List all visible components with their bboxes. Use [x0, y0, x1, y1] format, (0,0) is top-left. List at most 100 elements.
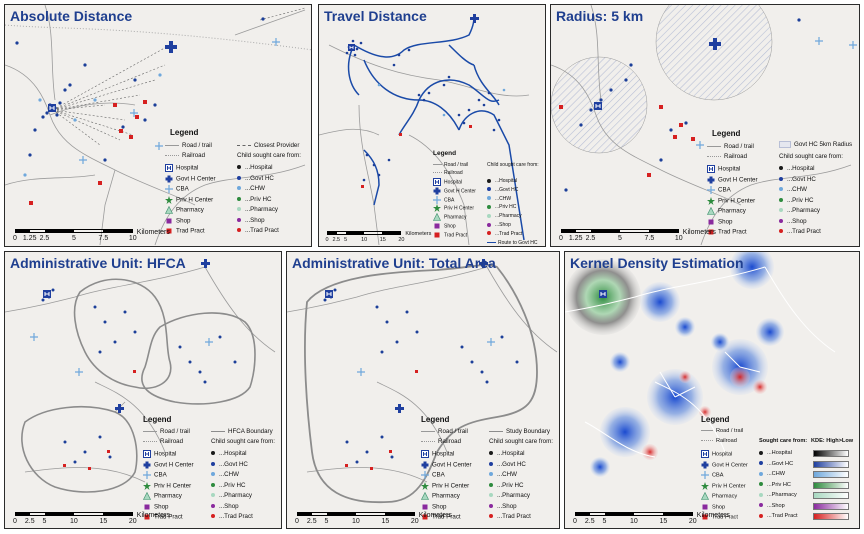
- legend-sought-cba: ...CHW: [759, 471, 785, 477]
- legend-dot: [759, 450, 763, 455]
- scale-segment: [576, 513, 591, 515]
- legend: Legend Road / trail Railroad Child sough…: [433, 150, 545, 246]
- scale-segment: [298, 513, 313, 515]
- map-travel: [319, 14, 530, 246]
- legend-sought-label: ...Trad Pract: [497, 513, 531, 520]
- map-kde: [565, 252, 836, 477]
- legend-sought-trad: ...Trad Pract: [779, 228, 821, 235]
- hospital-icon: [325, 290, 333, 298]
- legend-sought-hospital: ...Hospital: [759, 450, 792, 456]
- legend-sought-label: ...CHW: [767, 471, 786, 477]
- legend-provider-label: Priv H Center: [432, 482, 470, 490]
- legend-sought-label: ...Pharmacy: [767, 492, 797, 498]
- scale-tick-label: 20: [688, 518, 697, 525]
- legend-railroad: Railroad: [143, 438, 183, 445]
- scale-segment: [102, 513, 132, 515]
- legend-sought-priv: ...Priv HC: [487, 204, 516, 210]
- legend-sought-govt: ...Govt HC: [487, 187, 518, 193]
- scale-tick-label: 5: [324, 518, 329, 525]
- scale-tick-label: 5: [71, 235, 76, 242]
- legend-road: Road / trail: [707, 143, 754, 150]
- legend-provider-label: Hospital: [712, 451, 733, 458]
- legend-sought-label: ...Priv HC: [219, 481, 246, 489]
- legend-provider-priv: Priv H Center: [421, 481, 470, 490]
- trad-pract-points: [63, 370, 136, 470]
- panel-kde: Kernel Density Estimation Legend Road / …: [564, 251, 860, 529]
- legend-provider-label: Shop: [176, 217, 191, 225]
- legend-provider-label: Govt H Center: [432, 461, 472, 469]
- hfca-boundaries: [21, 278, 256, 493]
- scale-tick-label: 20: [398, 237, 405, 243]
- legend-sought-priv: ...Priv HC: [211, 482, 245, 489]
- legend-sought-cba: ...CHW: [237, 185, 265, 192]
- hospital-icon: [348, 44, 355, 51]
- scale-bar: 0 1.25 2.5 5 7.5 10 Kilometers: [557, 229, 747, 245]
- legend-provider-label: Hospital: [432, 450, 455, 458]
- legend-provider-label: CBA: [176, 185, 189, 193]
- legend-sought-label: ...Govt HC: [219, 460, 248, 468]
- scale-tick-label: 10: [351, 518, 360, 525]
- legend-sought-label: ...Pharmacy: [497, 492, 531, 499]
- legend-provider-label: CBA: [154, 471, 167, 479]
- legend-sought-pharm: ...Pharmacy: [759, 492, 797, 498]
- scale-tick-label: 0: [295, 518, 299, 525]
- legend-dot: [489, 482, 493, 487]
- child-points: [15, 17, 265, 162]
- legend-dot: [489, 493, 493, 498]
- legend-sought-label: ...CHW: [219, 471, 239, 478]
- cba-crosses: [696, 37, 857, 149]
- legend-provider-label: Shop: [444, 223, 456, 230]
- legend-dot: [237, 165, 241, 170]
- legend-sought-label: ...CHW: [787, 186, 807, 193]
- scale-tick-label: 10: [674, 235, 683, 242]
- kde-ramp-pharm: [813, 492, 849, 499]
- legend-provider-priv: Priv H Center: [143, 481, 192, 490]
- scale-bar-frame: [327, 231, 402, 235]
- legend-railroad: Railroad: [433, 170, 463, 176]
- legend-provider-pharm: Pharmacy: [701, 491, 737, 500]
- legend-provider-cba: CBA: [433, 195, 454, 204]
- hospital-icon: [43, 290, 51, 298]
- map-total: [287, 259, 558, 504]
- legend-sought-label: ...Shop: [219, 502, 239, 510]
- kde-ramp-hospital: [813, 450, 849, 457]
- legend-dot: [759, 482, 763, 487]
- legend-sought-label: ...Shop: [495, 222, 511, 228]
- legend-provider-label: Shop: [712, 503, 726, 510]
- legend-sought-heading: Sought care from:: [759, 438, 808, 444]
- legend-title: Legend: [701, 415, 730, 424]
- legend-sought-label: ...Trad Pract: [219, 513, 253, 520]
- legend-sought-label: ...Trad Pract: [767, 513, 798, 519]
- legend-dot: [237, 217, 241, 222]
- legend-sought-trad: ...Trad Pract: [211, 513, 253, 520]
- legend-provider-label: Trad Pract: [444, 232, 468, 239]
- scale-unit-label: Kilometers: [682, 229, 716, 236]
- scale-tick-label: 5: [344, 237, 348, 243]
- legend-provider-priv: Priv H Center: [701, 481, 746, 490]
- legend-sought-trad: ...Trad Pract: [489, 513, 531, 520]
- legend-provider-label: Hospital: [718, 165, 741, 173]
- scale-bar: 0 1.25 2.5 5 7.5 10 Kilometers: [11, 229, 201, 245]
- legend-dot: [211, 514, 215, 519]
- legend-hfca-boundary: HFCA Boundary: [211, 428, 273, 435]
- legend-sought-label: ...Pharmacy: [219, 492, 253, 499]
- legend-provider-trad: Trad Pract: [143, 513, 183, 521]
- legend-sought-label: ...Shop: [245, 216, 265, 224]
- legend-provider-label: Priv H Center: [718, 197, 756, 205]
- legend-radius: Govt HC 5km Radius: [779, 141, 852, 148]
- scale-tick-label: 0: [13, 518, 17, 525]
- scale-segment: [328, 232, 338, 234]
- legend-title: Legend: [143, 415, 172, 424]
- cba-crosses: [79, 38, 280, 164]
- legend-dot: [487, 222, 491, 227]
- scale-tick-label: 10: [629, 518, 638, 525]
- legend-sought-govt: ...Govt HC: [779, 176, 816, 183]
- scale-tick-label: 15: [381, 518, 390, 525]
- govt-hc-icons: [115, 259, 210, 413]
- scale-tick-label: 5: [42, 518, 47, 525]
- panel-title: Travel Distance: [324, 8, 427, 24]
- scale-tick-label: 1.25: [22, 235, 37, 242]
- legend-sought-govt: ...Govt HC: [759, 461, 793, 467]
- legend-provider-label: Priv H Center: [154, 482, 192, 490]
- legend-child-heading: Child sought care from:: [237, 152, 301, 159]
